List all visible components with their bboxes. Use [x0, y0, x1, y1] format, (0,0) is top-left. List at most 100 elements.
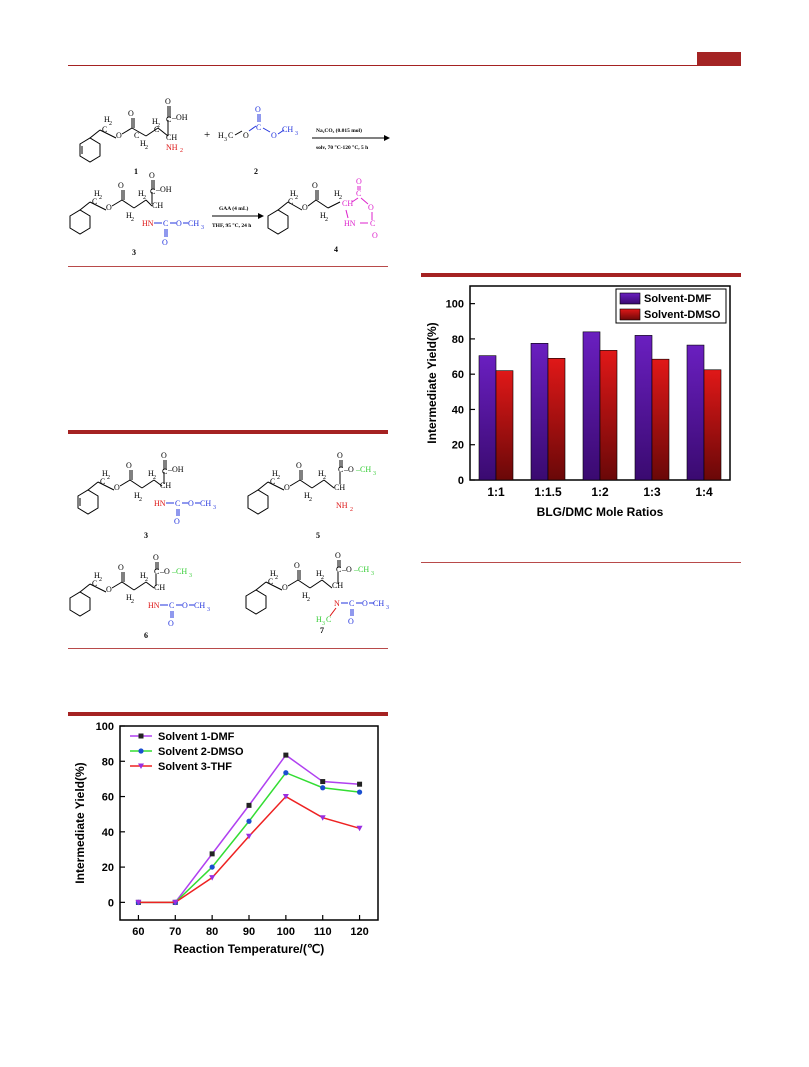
line-point: [135, 899, 142, 906]
scheme2-compound-3-label: 3: [144, 531, 148, 540]
svg-text:CH: CH: [160, 481, 171, 490]
svg-text:O: O: [165, 97, 171, 106]
svg-text:2: 2: [109, 121, 112, 127]
svg-text:C: C: [154, 125, 159, 134]
svg-text:C: C: [92, 197, 97, 206]
line-point: [209, 875, 216, 881]
svg-text:3: 3: [322, 621, 325, 627]
line-point: [356, 825, 363, 832]
svg-text:H: H: [302, 591, 308, 600]
bar-solvent-dmf: [634, 335, 653, 481]
bar-x-tick-label: 1:2: [591, 485, 609, 499]
svg-text:–O: –O: [159, 567, 170, 576]
svg-text:O: O: [271, 131, 277, 140]
svg-text:O: O: [174, 517, 180, 526]
svg-text:O: O: [294, 561, 300, 570]
svg-text:2: 2: [295, 195, 298, 201]
svg-text:3: 3: [207, 607, 210, 613]
bar-chart-top-rule: [421, 273, 741, 277]
svg-text:O: O: [106, 203, 112, 212]
arrow-2-reagent: GAA (4 mL): [219, 205, 249, 212]
scheme1-bottom-rule: [68, 266, 388, 267]
bar-legend-swatch: [619, 292, 641, 305]
svg-text:O: O: [118, 563, 124, 572]
svg-text:3: 3: [224, 137, 227, 143]
svg-text:2: 2: [131, 217, 134, 223]
svg-text:H: H: [140, 571, 146, 580]
svg-text:–CH: –CH: [355, 465, 371, 474]
svg-text:H: H: [104, 115, 110, 124]
bar-chart: 0 20 40 60 80 100 1:1 1:1.5 1:2 1:3 1:4 BLG/DMC Mol…: [425, 285, 731, 519]
svg-text:CH: CH: [334, 483, 345, 492]
svg-text:C: C: [326, 615, 331, 624]
svg-text:H: H: [218, 131, 224, 140]
svg-text:3: 3: [371, 571, 374, 577]
bar-solvent-dmso: [651, 358, 670, 481]
line-point: [138, 763, 144, 769]
svg-text:C: C: [256, 123, 261, 132]
line-point: [209, 864, 215, 870]
svg-text:O: O: [168, 619, 174, 628]
svg-text:H: H: [94, 571, 100, 580]
line-legend-label: Solvent 1-DMF: [158, 731, 235, 743]
svg-text:C: C: [92, 579, 97, 588]
svg-text:O: O: [296, 461, 302, 470]
svg-text:3: 3: [295, 131, 298, 137]
svg-text:O: O: [162, 238, 168, 247]
svg-text:C: C: [150, 187, 155, 196]
svg-text:2: 2: [143, 195, 146, 201]
line-y-tick-label: 100: [96, 721, 114, 733]
bar-y-tick-label: 60: [452, 369, 464, 381]
svg-text:H: H: [334, 189, 340, 198]
line-point: [283, 770, 289, 776]
svg-text:CH: CH: [200, 499, 211, 508]
compound-1-label: 1: [134, 167, 138, 176]
line-point: [320, 785, 326, 791]
svg-text:–CH: –CH: [353, 565, 369, 574]
line-x-tick-label: 110: [314, 926, 332, 938]
compound-1-amine: NH: [166, 143, 178, 152]
bar-x-axis-label: BLG/DMC Mole Ratios: [537, 505, 664, 519]
svg-text:O: O: [114, 483, 120, 492]
svg-text:O: O: [255, 105, 261, 114]
svg-text:HN: HN: [142, 219, 154, 228]
svg-text:2: 2: [325, 217, 328, 223]
svg-text:2: 2: [157, 123, 160, 129]
svg-text:H: H: [270, 569, 276, 578]
scheme2-compound-5-label: 5: [316, 531, 320, 540]
bar-x-tick-label: 1:4: [695, 485, 713, 499]
bar-chart-bottom-rule: [421, 562, 741, 563]
bar-solvent-dmso: [599, 350, 618, 481]
svg-text:C: C: [268, 577, 273, 586]
svg-text:2: 2: [139, 497, 142, 503]
line-x-tick-label: 100: [277, 926, 295, 938]
bar-legend-label: Solvent-DMSO: [644, 309, 721, 321]
compound-4-label: 4: [334, 245, 338, 254]
plus-sign: +: [204, 129, 210, 141]
svg-text:O: O: [243, 131, 249, 140]
svg-text:C: C: [288, 197, 293, 206]
bar-y-tick-label: 0: [458, 475, 464, 487]
bar-y-tick-label: 40: [452, 404, 464, 416]
svg-text:–O: –O: [343, 465, 354, 474]
line-point: [282, 794, 289, 800]
svg-text:H: H: [148, 469, 154, 478]
svg-text:N: N: [334, 599, 340, 608]
svg-text:H: H: [316, 615, 322, 624]
line-x-tick-label: 60: [132, 926, 144, 938]
svg-text:O: O: [106, 585, 112, 594]
svg-text:H: H: [138, 189, 144, 198]
svg-text:O: O: [368, 203, 374, 212]
svg-text:C: C: [370, 219, 375, 228]
compound-4-structure: [267, 190, 341, 235]
svg-text:C: C: [270, 477, 275, 486]
svg-text:2: 2: [339, 195, 342, 201]
svg-text:O: O: [128, 109, 134, 118]
line-y-axis-label: Intermediate Yield(%): [73, 762, 87, 883]
compound-2-label: 2: [254, 167, 258, 176]
arrow-2-conditions: THF, 95 °C, 24 h: [212, 222, 251, 229]
svg-text:2: 2: [277, 475, 280, 481]
svg-text:H: H: [272, 469, 278, 478]
svg-text:CH: CH: [152, 201, 163, 210]
